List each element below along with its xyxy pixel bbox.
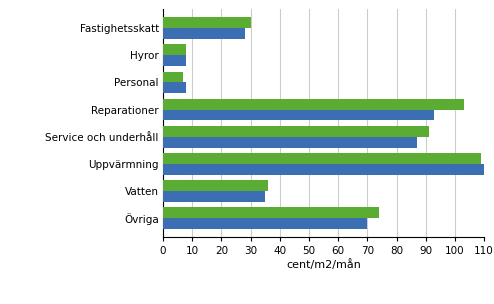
Bar xyxy=(163,99,464,109)
Bar xyxy=(163,191,265,202)
X-axis label: cent/m2/mån: cent/m2/mån xyxy=(286,259,361,270)
Bar xyxy=(163,28,245,39)
Bar xyxy=(163,207,379,218)
Bar xyxy=(163,126,429,137)
Bar xyxy=(163,71,183,82)
Bar xyxy=(163,153,481,164)
Bar xyxy=(163,55,186,66)
Bar xyxy=(163,164,484,175)
Bar xyxy=(163,82,186,93)
Bar xyxy=(163,137,417,147)
Bar xyxy=(163,17,250,28)
Bar xyxy=(163,180,268,191)
Bar xyxy=(163,109,435,120)
Bar xyxy=(163,44,186,55)
Bar xyxy=(163,218,368,229)
